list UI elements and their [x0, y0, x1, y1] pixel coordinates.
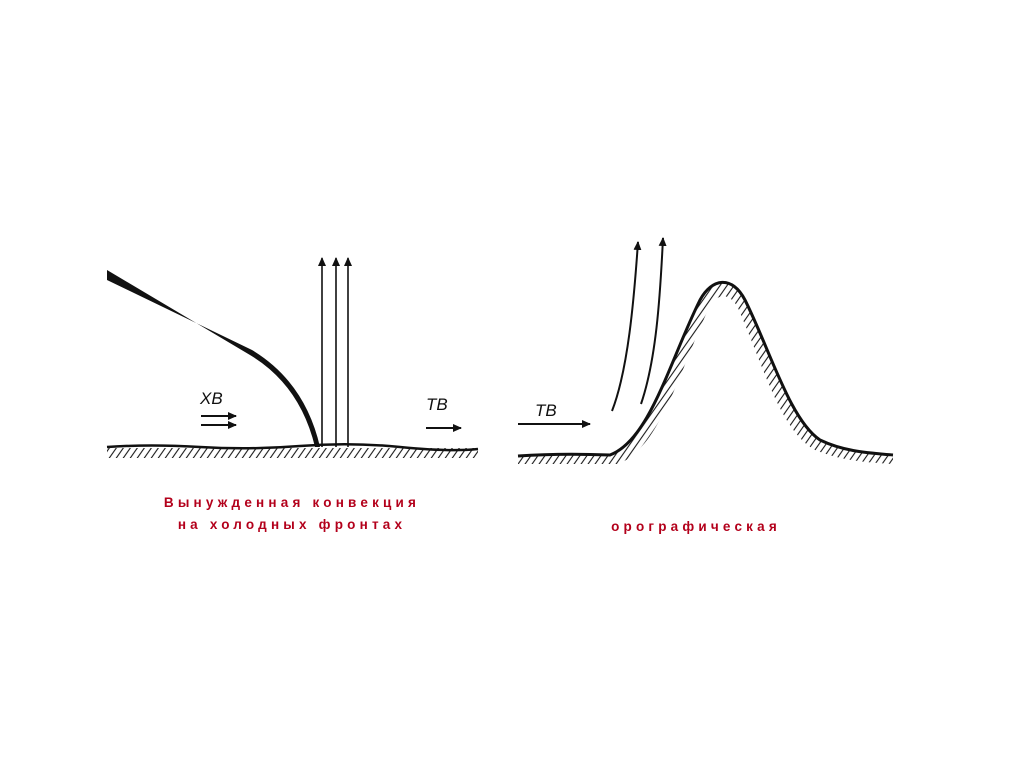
ground-line [106, 442, 479, 452]
cold-front-diagram: ХВ ТВ [106, 257, 479, 458]
orographic-caption: орографическая [611, 519, 781, 534]
cold-air-label: ХВ [199, 389, 223, 408]
orographic-diagram: ТВ [517, 237, 894, 464]
front-surface [107, 270, 320, 447]
orographic-updraft-arrow [640, 237, 667, 405]
caption-line: Вынужденная конвекция [163, 495, 421, 510]
orographic-updraft-arrow [611, 241, 642, 412]
warm-air-label: ТВ [535, 401, 557, 420]
mountain-profile [517, 280, 894, 458]
mountain-hatching [518, 282, 893, 464]
warm-air-label: ТВ [426, 395, 448, 414]
caption-line: на холодных фронтах [177, 517, 407, 532]
ground-hatching [107, 448, 478, 458]
cold-front-caption: Вынужденная конвекция на холодных фронта… [107, 492, 477, 536]
